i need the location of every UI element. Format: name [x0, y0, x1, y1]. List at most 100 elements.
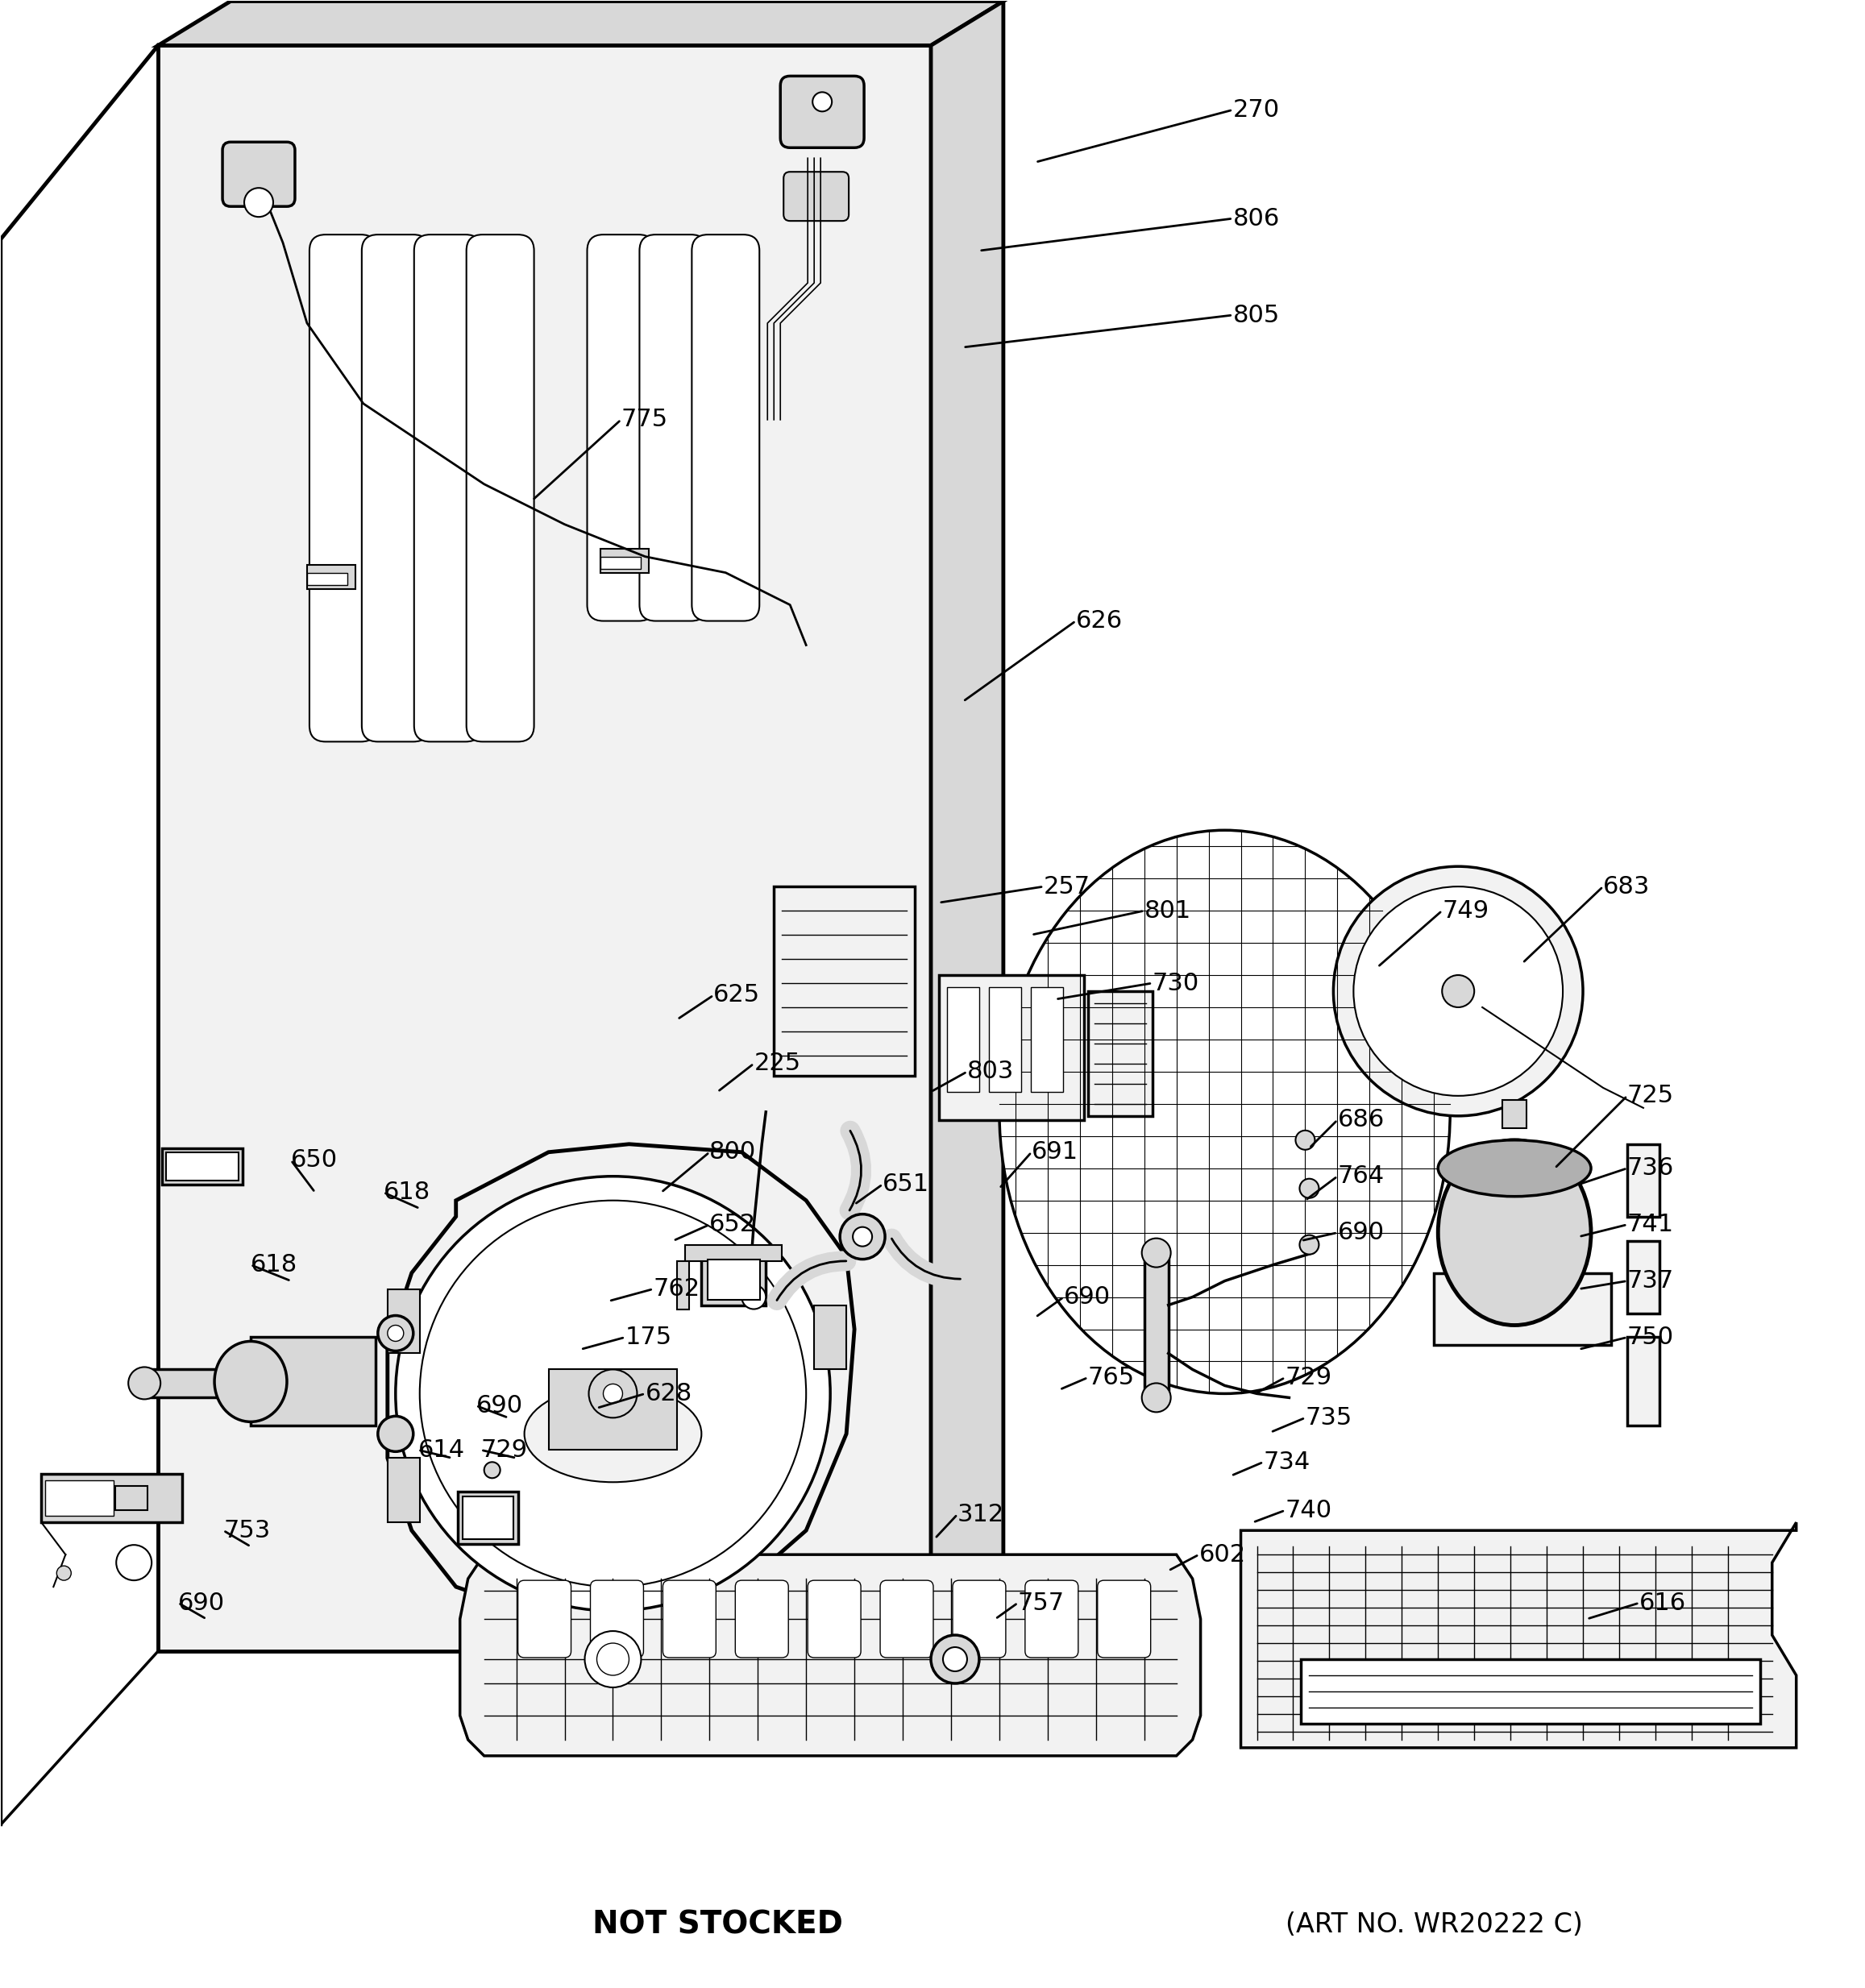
Text: 725: 725 — [1626, 1083, 1675, 1107]
Bar — [774, 887, 916, 1076]
Text: 628: 628 — [645, 1382, 692, 1406]
Circle shape — [1354, 887, 1563, 1095]
Circle shape — [420, 1201, 806, 1586]
Bar — [250, 1338, 375, 1425]
Bar — [601, 549, 649, 573]
FancyBboxPatch shape — [222, 141, 295, 207]
Text: 602: 602 — [1199, 1543, 1246, 1567]
Bar — [684, 1244, 781, 1260]
Text: 735: 735 — [1306, 1406, 1352, 1429]
Circle shape — [379, 1415, 414, 1451]
Circle shape — [379, 1316, 414, 1352]
Circle shape — [116, 1545, 151, 1580]
FancyBboxPatch shape — [591, 1580, 643, 1658]
Text: 729: 729 — [1285, 1366, 1332, 1390]
Bar — [947, 988, 979, 1091]
Bar — [162, 1149, 242, 1185]
Text: NOT STOCKED: NOT STOCKED — [593, 1910, 843, 1940]
Bar — [1145, 1256, 1167, 1394]
Polygon shape — [159, 2, 1003, 46]
Text: 762: 762 — [653, 1278, 699, 1300]
Text: 749: 749 — [1442, 899, 1488, 922]
Circle shape — [944, 1648, 968, 1672]
Circle shape — [388, 1326, 403, 1342]
Bar — [709, 1258, 761, 1300]
Circle shape — [1442, 974, 1473, 1008]
Bar — [548, 1370, 677, 1449]
Text: 805: 805 — [1233, 304, 1279, 326]
Text: 741: 741 — [1626, 1213, 1675, 1237]
Text: 753: 753 — [224, 1519, 270, 1543]
Bar — [1626, 1241, 1660, 1314]
Bar — [457, 1491, 518, 1545]
Text: 686: 686 — [1337, 1107, 1384, 1131]
Text: 765: 765 — [1087, 1366, 1134, 1390]
FancyBboxPatch shape — [414, 235, 481, 742]
Bar — [166, 1153, 239, 1181]
Text: 626: 626 — [1076, 608, 1123, 632]
Text: (ART NO. WR20222 C): (ART NO. WR20222 C) — [1285, 1912, 1583, 1938]
Text: 652: 652 — [709, 1213, 757, 1237]
Text: 257: 257 — [1044, 875, 1091, 899]
Circle shape — [485, 1461, 500, 1479]
Text: 651: 651 — [882, 1173, 929, 1197]
Bar — [1626, 1145, 1660, 1217]
FancyBboxPatch shape — [735, 1580, 789, 1658]
Bar — [463, 1497, 513, 1539]
Bar — [388, 1288, 420, 1354]
Text: 734: 734 — [1263, 1451, 1311, 1473]
Bar — [41, 1475, 183, 1523]
Text: 690: 690 — [1063, 1286, 1110, 1308]
Bar — [116, 1487, 147, 1511]
Bar — [45, 1481, 114, 1517]
Polygon shape — [388, 1145, 854, 1618]
Bar — [988, 988, 1020, 1091]
FancyBboxPatch shape — [808, 1580, 862, 1658]
FancyBboxPatch shape — [466, 235, 533, 742]
Text: 775: 775 — [621, 408, 668, 431]
Text: 683: 683 — [1604, 875, 1651, 899]
Circle shape — [852, 1227, 873, 1246]
Bar — [1626, 1338, 1660, 1425]
Polygon shape — [461, 1555, 1201, 1755]
Polygon shape — [1240, 1523, 1796, 1747]
Circle shape — [586, 1630, 642, 1688]
Text: 740: 740 — [1285, 1499, 1332, 1523]
Bar — [677, 1260, 690, 1310]
FancyBboxPatch shape — [587, 235, 655, 620]
Polygon shape — [159, 46, 931, 1652]
Text: 729: 729 — [481, 1437, 528, 1461]
Text: 618: 618 — [250, 1252, 298, 1276]
Circle shape — [1300, 1235, 1319, 1254]
Ellipse shape — [1000, 831, 1451, 1394]
Text: 737: 737 — [1626, 1268, 1675, 1292]
Text: 764: 764 — [1337, 1165, 1384, 1189]
Ellipse shape — [1438, 1139, 1591, 1326]
FancyBboxPatch shape — [1026, 1580, 1078, 1658]
Bar — [815, 1304, 847, 1370]
Bar — [308, 573, 347, 584]
FancyBboxPatch shape — [310, 235, 377, 742]
Text: 690: 690 — [476, 1394, 522, 1417]
Text: 690: 690 — [179, 1590, 226, 1614]
FancyBboxPatch shape — [662, 1580, 716, 1658]
Bar — [1031, 988, 1063, 1091]
Text: 175: 175 — [625, 1326, 671, 1350]
Circle shape — [839, 1215, 886, 1258]
Bar — [388, 1457, 420, 1523]
Text: 690: 690 — [1337, 1221, 1384, 1244]
Bar — [145, 1370, 250, 1398]
Circle shape — [602, 1384, 623, 1404]
Bar — [701, 1252, 767, 1304]
Ellipse shape — [214, 1342, 287, 1421]
Text: 616: 616 — [1639, 1590, 1686, 1614]
Circle shape — [1300, 1179, 1319, 1199]
FancyBboxPatch shape — [880, 1580, 932, 1658]
Text: 614: 614 — [418, 1437, 464, 1461]
Circle shape — [597, 1644, 629, 1676]
Circle shape — [129, 1368, 160, 1400]
FancyBboxPatch shape — [640, 235, 707, 620]
Text: 691: 691 — [1031, 1141, 1078, 1163]
Bar — [601, 557, 642, 569]
Text: 312: 312 — [957, 1503, 1005, 1527]
